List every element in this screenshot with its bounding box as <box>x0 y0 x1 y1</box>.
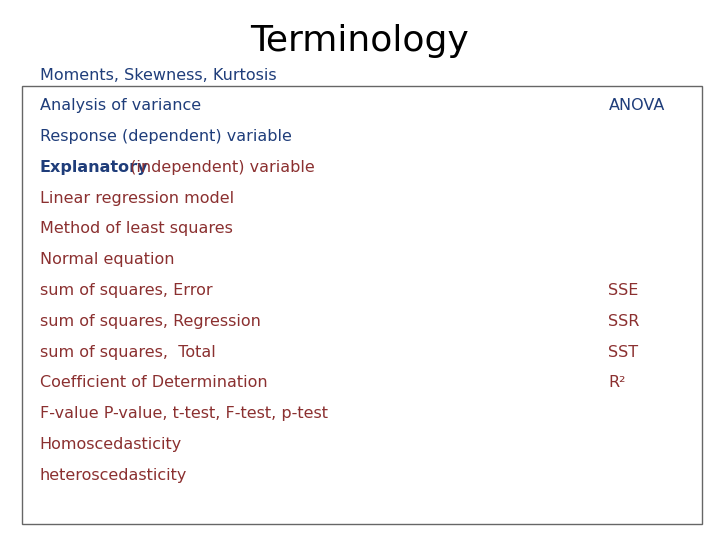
Text: Terminology: Terminology <box>251 24 469 58</box>
FancyBboxPatch shape <box>22 86 702 524</box>
Text: SSR: SSR <box>608 314 640 329</box>
Text: Normal equation: Normal equation <box>40 252 174 267</box>
Text: Homoscedasticity: Homoscedasticity <box>40 437 182 452</box>
Text: (independent) variable: (independent) variable <box>125 160 315 175</box>
Text: sum of squares, Error: sum of squares, Error <box>40 283 212 298</box>
Text: heteroscedasticity: heteroscedasticity <box>40 468 187 483</box>
Text: Response (dependent) variable: Response (dependent) variable <box>40 129 292 144</box>
Text: F-value P-value, t-test, F-test, p-test: F-value P-value, t-test, F-test, p-test <box>40 406 328 421</box>
Text: R²: R² <box>608 375 626 390</box>
Text: ANOVA: ANOVA <box>608 98 665 113</box>
Text: SSE: SSE <box>608 283 639 298</box>
Text: Coefficient of Determination: Coefficient of Determination <box>40 375 267 390</box>
Text: Explanatory: Explanatory <box>40 160 148 175</box>
Text: sum of squares,  Total: sum of squares, Total <box>40 345 215 360</box>
Text: Moments, Skewness, Kurtosis: Moments, Skewness, Kurtosis <box>40 68 276 83</box>
Text: sum of squares, Regression: sum of squares, Regression <box>40 314 261 329</box>
Text: SST: SST <box>608 345 639 360</box>
Text: Method of least squares: Method of least squares <box>40 221 233 237</box>
Text: Analysis of variance: Analysis of variance <box>40 98 201 113</box>
Text: Linear regression model: Linear regression model <box>40 191 234 206</box>
